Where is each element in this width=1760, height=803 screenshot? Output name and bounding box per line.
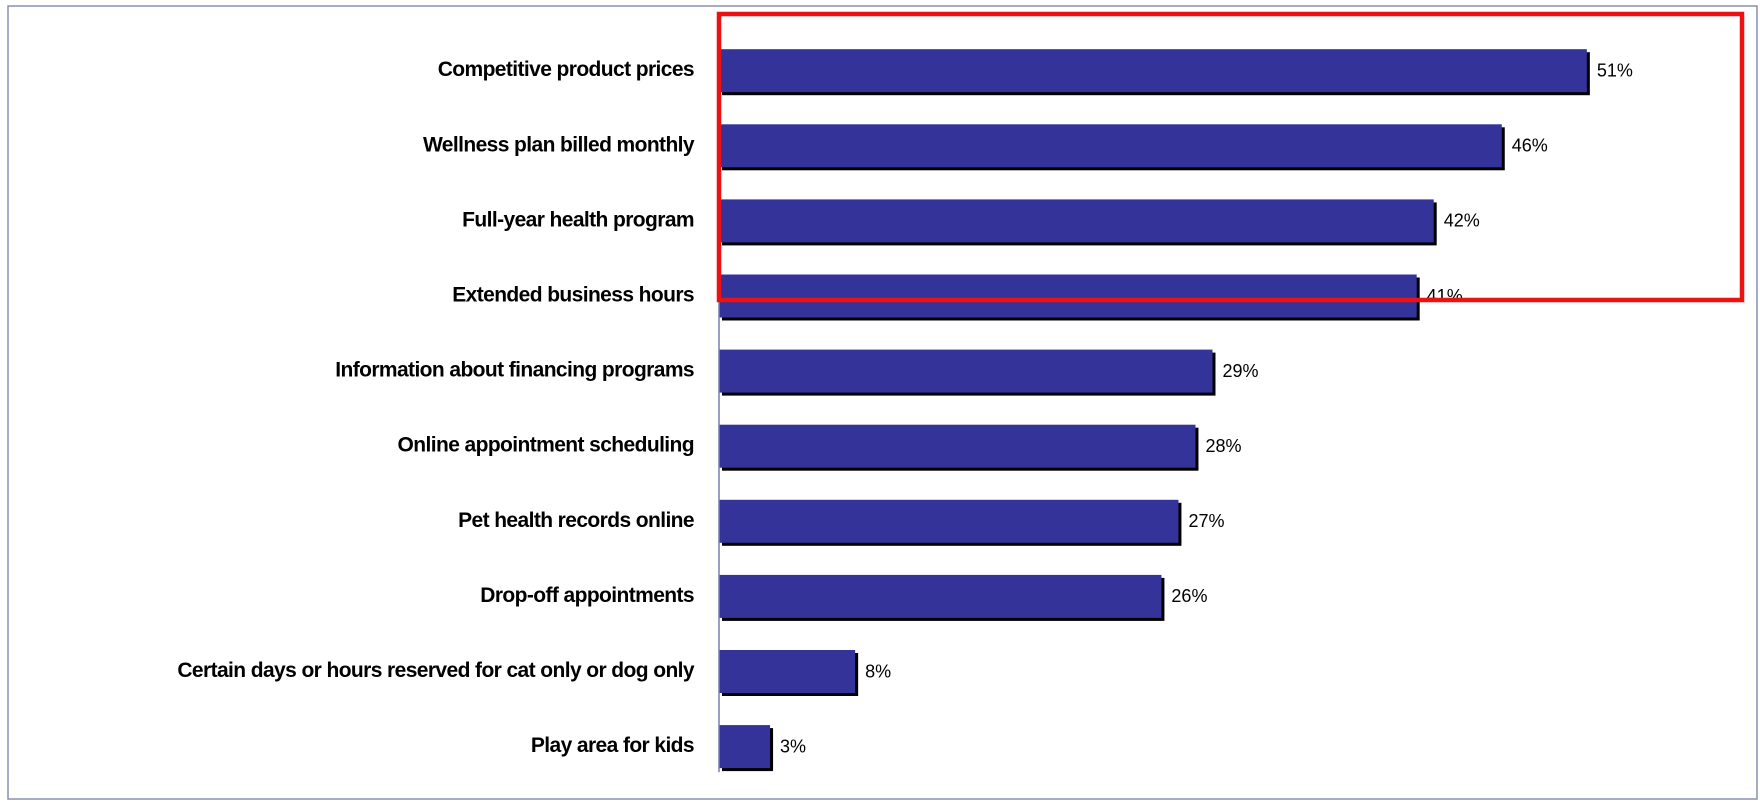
category-label: Information about financing programs — [335, 359, 694, 382]
value-label: 28% — [1205, 436, 1241, 456]
category-label: Competitive product prices — [438, 58, 694, 81]
bar — [719, 650, 856, 693]
value-label: 26% — [1171, 586, 1207, 606]
category-label: Pet health records online — [458, 509, 694, 532]
plot-area: Competitive product prices 51% Wellness pl… — [177, 14, 1633, 773]
bar — [719, 499, 1179, 543]
bar — [719, 124, 1502, 168]
category-label: Drop-off appointments — [480, 584, 694, 607]
bar — [719, 574, 1162, 618]
bar — [719, 725, 771, 769]
value-label: 46% — [1512, 136, 1548, 156]
value-label: 51% — [1597, 60, 1633, 80]
bar — [719, 274, 1417, 318]
bar — [719, 199, 1434, 243]
category-label: Certain days or hours reserved for cat o… — [177, 659, 695, 682]
value-label: 27% — [1188, 511, 1224, 531]
bar — [719, 349, 1213, 393]
category-label: Online appointment scheduling — [398, 434, 694, 457]
bar — [719, 49, 1587, 93]
value-label: 3% — [780, 736, 806, 756]
value-label: 41% — [1427, 286, 1463, 306]
highlight-box — [716, 11, 1745, 303]
category-label: Play area for kids — [531, 734, 694, 757]
bar — [719, 424, 1196, 468]
category-label: Extended business hours — [452, 284, 694, 307]
category-label: Wellness plan billed monthly — [423, 133, 695, 156]
chart-frame — [7, 5, 1758, 800]
value-label: 42% — [1444, 211, 1480, 231]
value-label: 29% — [1222, 361, 1258, 381]
value-label: 8% — [865, 661, 891, 681]
category-label: Full-year health program — [462, 208, 694, 231]
